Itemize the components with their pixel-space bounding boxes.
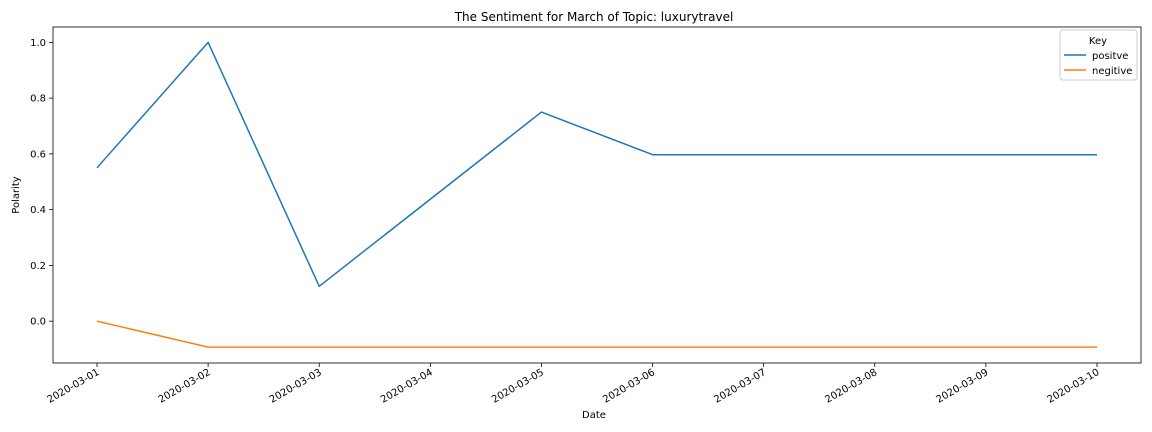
y-tick-label: 0.8 (30, 94, 46, 105)
y-tick-label: 1.0 (30, 38, 46, 49)
x-tick-label: 2020-03-09 (935, 367, 991, 406)
legend-label-positive: positve (1092, 51, 1128, 62)
x-tick-label: 2020-03-05 (490, 367, 546, 406)
x-axis-label: Date (582, 410, 606, 421)
y-tick-label: 0.0 (30, 317, 46, 328)
x-tick-label: 2020-03-03 (268, 367, 324, 406)
plot-area (52, 26, 1142, 364)
x-tick-label: 2020-03-07 (712, 367, 768, 406)
series-line-negative (96, 320, 1097, 348)
y-axis-label: Polarity (11, 176, 22, 214)
x-tick-label: 2020-03-10 (1046, 367, 1102, 406)
x-tick-label: 2020-03-04 (379, 367, 435, 406)
y-axis: 0.0 0.2 0.4 0.6 0.8 1.0 (30, 38, 53, 328)
legend-label-negative: negitive (1092, 66, 1132, 77)
x-tick-label: 2020-03-02 (157, 367, 213, 406)
x-tick-label: 2020-03-08 (823, 367, 879, 406)
y-tick-label: 0.4 (30, 205, 46, 216)
legend-title: Key (1089, 36, 1107, 47)
x-tick-label: 2020-03-01 (46, 367, 102, 406)
y-tick-label: 0.2 (30, 261, 46, 272)
legend-box (1059, 29, 1138, 81)
legend: Key positve negitive (1059, 29, 1138, 81)
series-line-positive (96, 41, 1097, 288)
series-layer (96, 41, 1097, 348)
x-tick-label: 2020-03-06 (601, 367, 657, 406)
chart-title: The Sentiment for March of Topic: luxury… (454, 10, 734, 24)
x-axis: 2020-03-01 2020-03-02 2020-03-03 2020-03-04… (46, 363, 1102, 406)
y-tick-label: 0.6 (30, 149, 46, 160)
